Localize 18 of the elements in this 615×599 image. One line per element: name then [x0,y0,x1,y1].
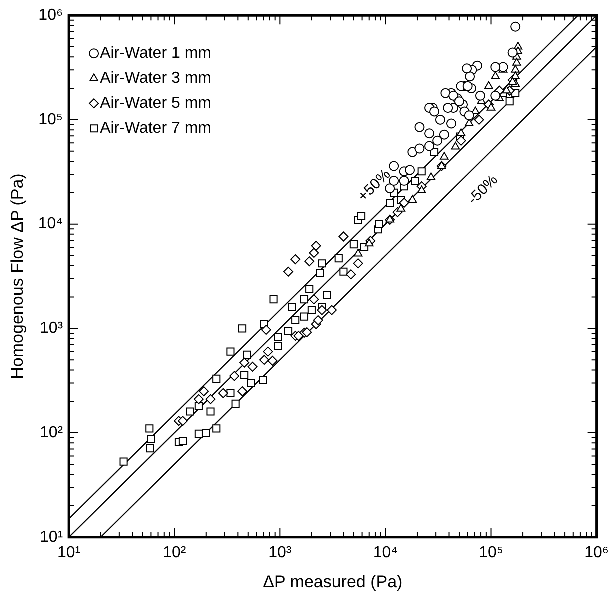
legend-label: Air-Water 3 mm [100,70,212,88]
y-tick-label: 10² [40,424,64,442]
y-tick-label: 10⁴ [38,216,64,233]
x-tick-label: 10² [163,544,187,562]
y-tick-label: 10³ [40,320,64,338]
legend-label: Air-Water 7 mm [100,120,212,138]
y-tick-label: 10¹ [40,528,64,546]
x-tick-label: 10⁵ [479,544,504,562]
x-tick-label: 10⁴ [373,544,398,562]
x-tick-label: 10¹ [58,544,81,562]
x-tick-label: 10³ [268,544,292,562]
x-tick-label: 10⁶ [584,544,610,562]
legend-label: Air-Water 5 mm [100,95,212,112]
y-tick-label: 10⁶ [38,7,64,24]
x-axis-title: ΔP measured (Pa) [263,572,403,592]
legend-label: Air-Water 1 mm [100,45,212,62]
y-tick-label: 10⁵ [38,111,64,128]
y-axis-title: Homogenous Flow ΔP (Pa) [8,174,27,380]
